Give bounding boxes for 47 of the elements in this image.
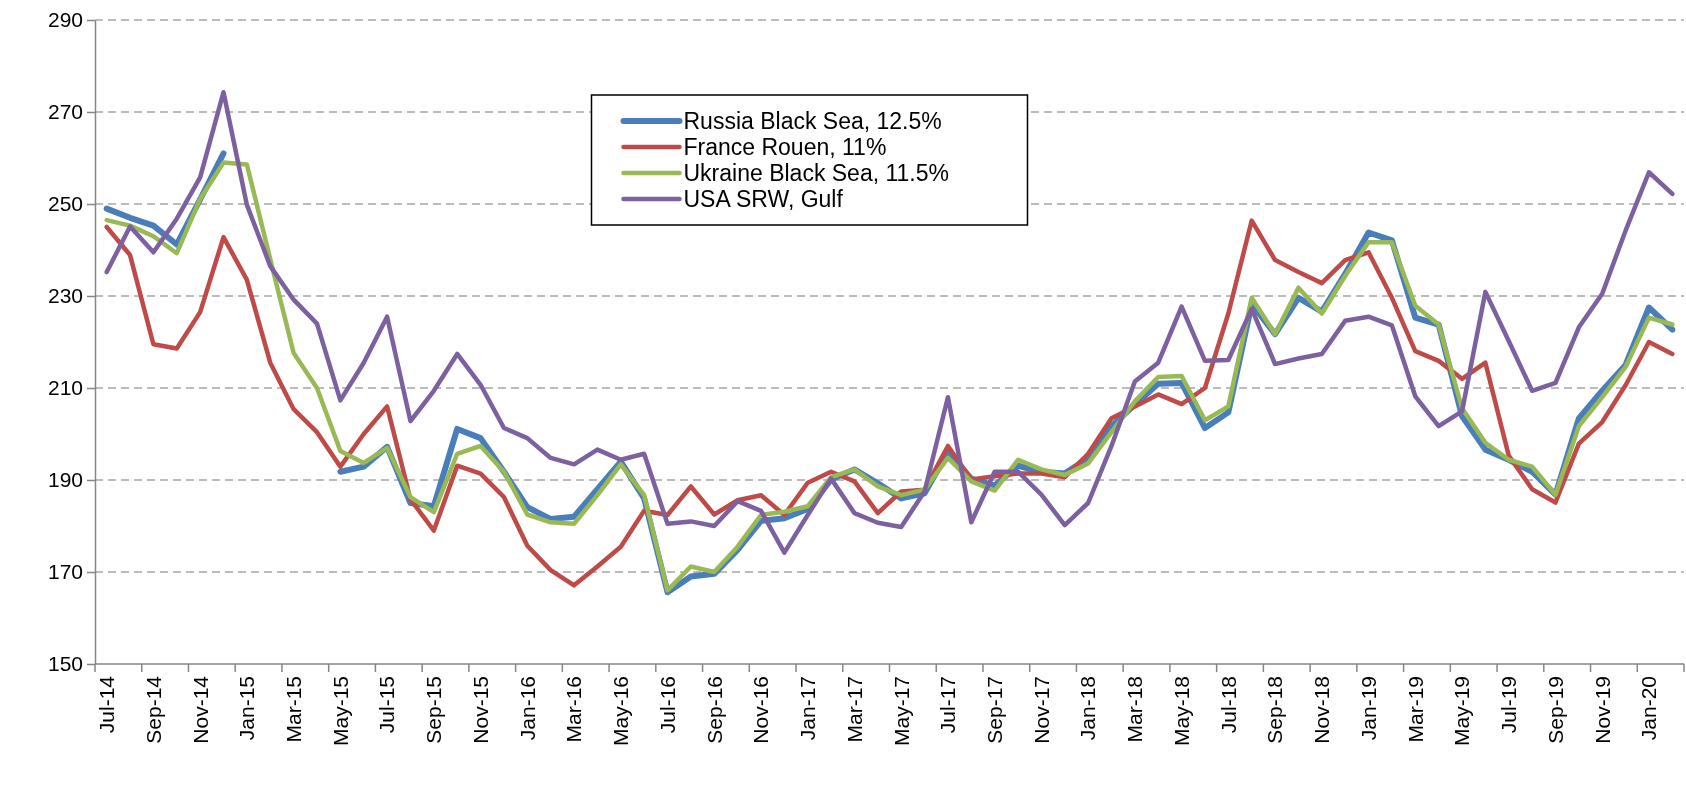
x-tick-label: Sep-19: [1543, 676, 1567, 744]
x-tick-label: Jul-17: [936, 676, 960, 734]
y-tick-label: 230: [47, 284, 83, 308]
x-tick-label: Sep-17: [983, 676, 1006, 744]
y-tick-label: 170: [47, 560, 83, 584]
x-tick-label: Jul-19: [1497, 676, 1521, 734]
y-tick-label: 250: [47, 192, 83, 216]
x-tick-label: Nov-18: [1310, 676, 1334, 744]
x-tick-label: Sep-16: [702, 676, 726, 744]
x-tick-label: Jul-14: [95, 675, 119, 734]
x-tick-label: Mar-15: [281, 676, 305, 743]
x-tick-label: Sep-14: [141, 675, 165, 744]
x-tick-label: Jan-15: [235, 676, 259, 741]
x-tick-label: Jul-18: [1216, 676, 1240, 734]
legend-label: Russia Black Sea, 12.5%: [683, 108, 942, 135]
x-tick-label: May-17: [889, 676, 913, 747]
x-tick-label: Mar-18: [1123, 676, 1147, 743]
x-tick-label: Jul-15: [375, 676, 399, 734]
legend-label: France Rouen, 11%: [683, 134, 887, 161]
x-tick-label: Nov-19: [1590, 676, 1614, 744]
line-series: [104, 89, 1675, 555]
x-tick-label: Jan-20: [1637, 676, 1661, 741]
y-tick-label: 270: [47, 100, 83, 124]
x-tick-label: Nov-14: [188, 675, 212, 744]
x-tick-label: Jan-17: [796, 676, 820, 741]
x-tick-label: May-15: [328, 676, 352, 747]
x-tick-label: Nov-16: [749, 676, 773, 744]
x-tick-label: Nov-17: [1029, 676, 1053, 744]
x-tick-label: Mar-16: [562, 676, 586, 743]
x-tick-label: Sep-18: [1263, 676, 1287, 744]
y-tick-label: 290: [47, 8, 83, 32]
x-tick-label: Mar-19: [1403, 676, 1427, 743]
legend-label: USA SRW, Gulf: [683, 186, 844, 213]
x-tick-label: May-16: [609, 676, 633, 747]
x-tick-label: Jan-18: [1076, 676, 1100, 741]
y-tick-label: 210: [47, 376, 83, 400]
legend-label: Ukraine Black Sea, 11.5%: [683, 160, 949, 187]
x-tick-label: Jan-19: [1356, 676, 1380, 741]
x-tick-label: Nov-15: [468, 676, 492, 744]
x-tick-label: Mar-17: [842, 676, 866, 743]
x-tick-label: Jan-16: [515, 676, 539, 741]
x-tick-label: May-18: [1169, 676, 1193, 747]
y-tick-label: 150: [47, 652, 83, 676]
x-tick-label: Jul-16: [655, 676, 679, 734]
x-tick-label: May-19: [1450, 676, 1474, 747]
x-tick-label: Sep-15: [422, 676, 446, 744]
y-tick-label: 190: [47, 468, 83, 492]
